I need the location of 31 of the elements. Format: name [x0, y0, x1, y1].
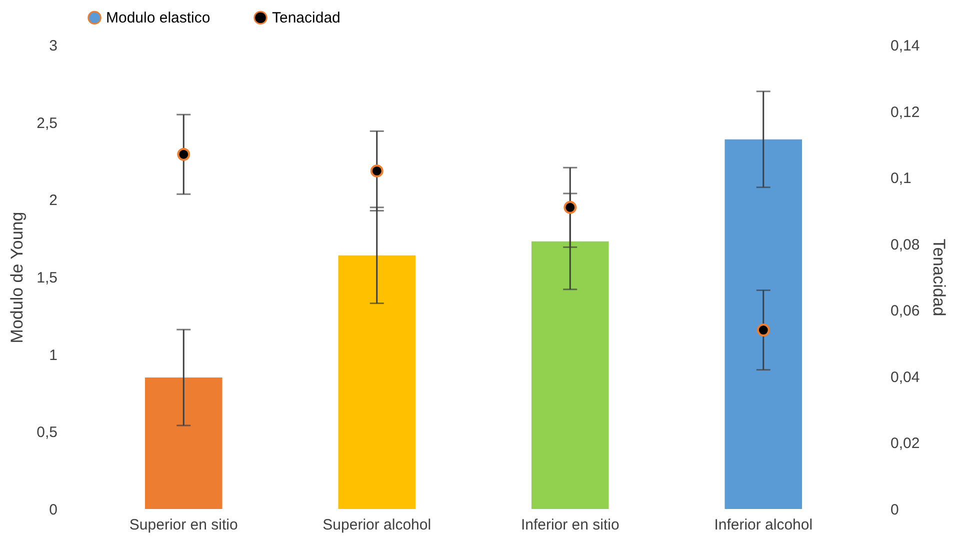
y2-tick-label: 0,06	[890, 302, 920, 320]
x-tick-label: Inferior en sitio	[520, 516, 620, 534]
y2-tick-label: 0,02	[890, 435, 920, 452]
y-tick-label: 2	[49, 192, 58, 210]
x-tick-label: Superior en sitio	[129, 516, 238, 534]
point	[177, 148, 190, 161]
y2-axis-title: Tenacidad	[930, 238, 949, 316]
point	[564, 200, 577, 214]
y-tick-label: 1	[49, 346, 58, 364]
x-tick-label: Superior alcohol	[322, 516, 432, 534]
y2-tick-label: 0,1	[890, 170, 912, 188]
y-tick-label: 3	[49, 38, 58, 54]
x-tick-label: Inferior alcohol	[714, 516, 813, 534]
legend-label: Modulo elastico	[106, 10, 210, 27]
y-tick-label: 0,5	[36, 424, 58, 442]
point	[370, 164, 384, 178]
bar	[531, 241, 609, 509]
y-tick-label: 0	[49, 502, 58, 518]
y2-tick-label: 0,12	[890, 104, 920, 121]
y2-tick-label: 0,04	[890, 368, 920, 386]
y2-tick-label: 0,08	[890, 236, 920, 254]
point	[756, 324, 770, 336]
y2-tick-label: 0	[890, 502, 899, 518]
bar	[724, 139, 802, 509]
bar	[338, 255, 416, 509]
y-tick-label: 2,5	[36, 114, 58, 132]
y-tick-label: 1,5	[36, 270, 58, 286]
y-axis-title: Modulo de Young	[8, 212, 27, 344]
legend-label: Tenacidad	[272, 10, 340, 27]
y2-tick-label: 0,14	[890, 38, 920, 54]
bar	[144, 378, 222, 509]
